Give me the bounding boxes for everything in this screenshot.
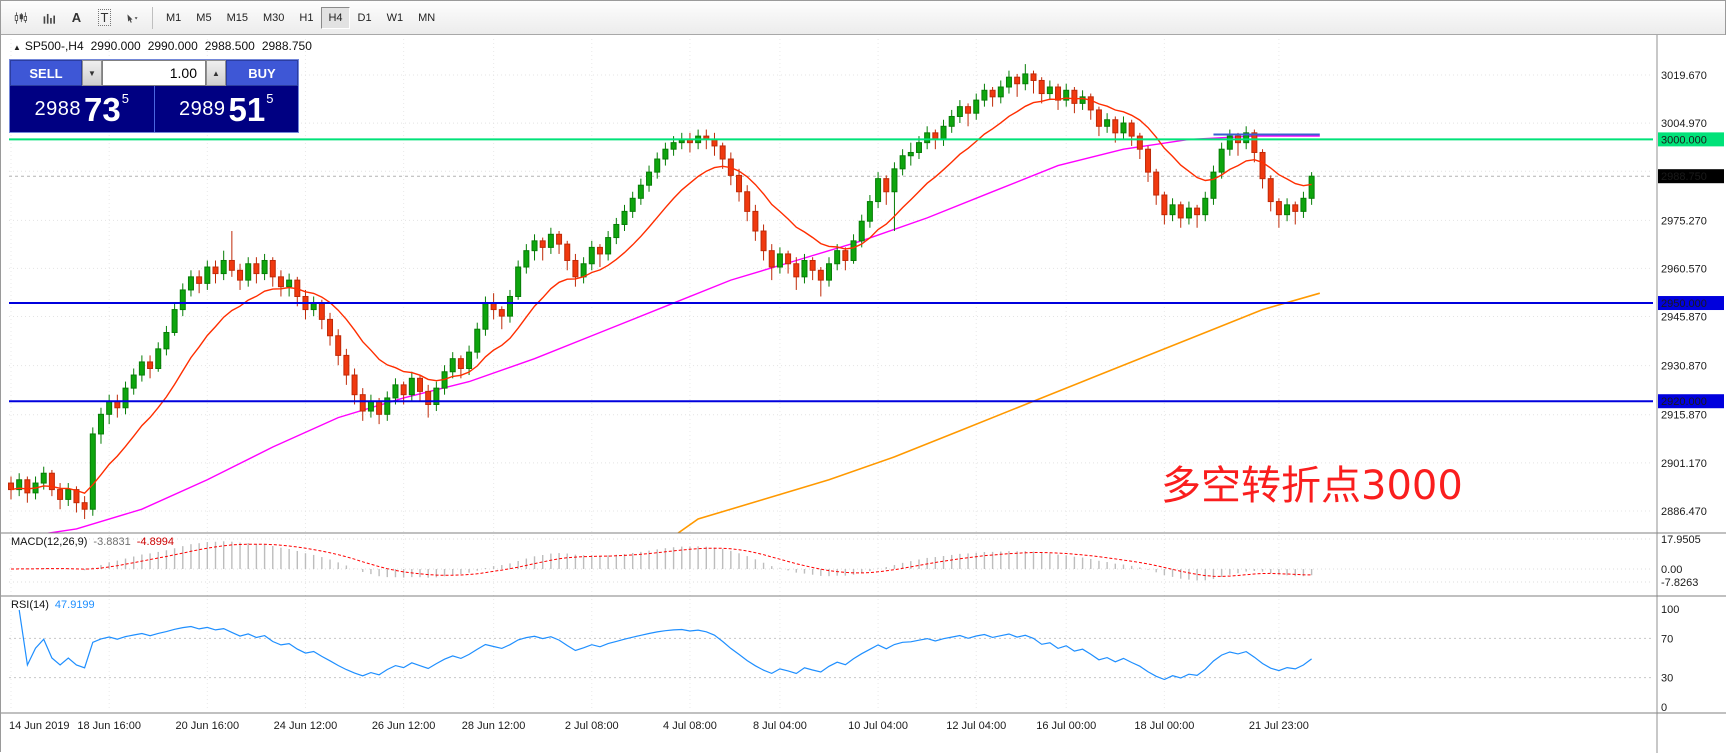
sell-button[interactable]: SELL (10, 60, 82, 86)
svg-text:2960.570: 2960.570 (1661, 263, 1707, 275)
macd-signal-value: -4.8994 (136, 536, 175, 548)
scroll-marker-icon: ▲ (13, 43, 21, 52)
toolbar-separator (152, 6, 153, 29)
candlestick-chart-icon[interactable] (7, 6, 34, 30)
svg-text:2950.000: 2950.000 (1661, 298, 1707, 310)
label-tool-icon[interactable]: A (63, 6, 90, 30)
svg-text:100: 100 (1661, 604, 1679, 616)
timeframe-button-W1[interactable]: W1 (380, 7, 411, 29)
svg-text:3004.970: 3004.970 (1661, 118, 1707, 130)
timeframe-button-M5[interactable]: M5 (189, 7, 218, 29)
price-scale[interactable] (1657, 35, 1726, 753)
ohlc-open: 2990.000 (90, 39, 141, 53)
timeframe-button-M30[interactable]: M30 (256, 7, 291, 29)
ohlc-close: 2988.750 (261, 39, 312, 53)
symbol-timeframe-label: SP500-,H4 (24, 39, 84, 53)
buy-button[interactable]: BUY (226, 60, 298, 86)
sell-price[interactable]: 2988 73 5 (10, 86, 155, 132)
svg-text:70: 70 (1661, 633, 1673, 645)
ohlc-low: 2988.500 (204, 39, 255, 53)
svg-text:14 Jun 2019: 14 Jun 2019 (9, 720, 70, 732)
svg-text:2915.870: 2915.870 (1661, 410, 1707, 422)
svg-text:2920.000: 2920.000 (1661, 396, 1707, 408)
svg-text:3019.670: 3019.670 (1661, 70, 1707, 82)
svg-text:0: 0 (1661, 702, 1667, 714)
timeframe-button-H4[interactable]: H4 (321, 6, 350, 29)
svg-text:2945.870: 2945.870 (1661, 312, 1707, 324)
svg-text:2901.170: 2901.170 (1661, 458, 1707, 470)
timeframe-button-M1[interactable]: M1 (159, 7, 188, 29)
timeframe-button-H1[interactable]: H1 (292, 7, 320, 29)
svg-text:12 Jul 04:00: 12 Jul 04:00 (946, 720, 1006, 732)
svg-text:26 Jun 12:00: 26 Jun 12:00 (372, 720, 436, 732)
chart-header: ▲ SP500-,H4 2990.000 2990.000 2988.500 2988.7… (13, 39, 312, 53)
text-tool-icon-glyph: T (97, 9, 112, 26)
macd-value: -3.8831 (93, 536, 131, 548)
text-tool-icon[interactable]: T (91, 6, 118, 30)
volume-increase-button[interactable]: ▲ (206, 60, 226, 86)
price-chart-svg: 3019.670 3004.970 2975.270 2960.570 2945.870… (1, 35, 1726, 753)
ohlc-high: 2990.000 (147, 39, 198, 53)
timeframe-button-M15[interactable]: M15 (220, 7, 255, 29)
bar-chart-icon[interactable] (35, 6, 62, 30)
svg-text:16 Jul 00:00: 16 Jul 00:00 (1036, 720, 1096, 732)
rsi-value: 47.9199 (54, 599, 95, 611)
svg-text:17.9505: 17.9505 (1661, 534, 1701, 546)
time-scale[interactable] (1, 713, 1657, 753)
timeframe-group: M1 M5 M15 M30 H1 H4 D1 W1 MN (159, 6, 442, 29)
svg-text:2975.270: 2975.270 (1661, 215, 1707, 227)
svg-text:4 Jul 08:00: 4 Jul 08:00 (663, 720, 717, 732)
volume-input[interactable] (102, 60, 206, 86)
svg-text:20 Jun 16:00: 20 Jun 16:00 (176, 720, 240, 732)
svg-text:3000.000: 3000.000 (1661, 134, 1707, 146)
timeframe-button-D1[interactable]: D1 (351, 7, 379, 29)
svg-text:2930.870: 2930.870 (1661, 361, 1707, 373)
macd-label: MACD(12,26,9) -3.8831 -4.8994 (11, 536, 175, 548)
cursor-tool-icon[interactable] (119, 6, 146, 30)
svg-text:2988.750: 2988.750 (1661, 171, 1707, 183)
svg-text:18 Jun 16:00: 18 Jun 16:00 (77, 720, 141, 732)
svg-text:28 Jun 12:00: 28 Jun 12:00 (462, 720, 526, 732)
svg-text:2 Jul 08:00: 2 Jul 08:00 (565, 720, 619, 732)
chart-annotation: 多空转折点3000 (1161, 463, 1463, 509)
buy-price[interactable]: 2989 51 5 (179, 90, 274, 128)
svg-text:30: 30 (1661, 673, 1673, 685)
svg-text:18 Jul 00:00: 18 Jul 00:00 (1134, 720, 1194, 732)
svg-text:24 Jun 12:00: 24 Jun 12:00 (274, 720, 338, 732)
rsi-label: RSI(14) 47.9199 (11, 599, 95, 611)
svg-text:8 Jul 04:00: 8 Jul 04:00 (753, 720, 807, 732)
chart-area[interactable]: 3019.670 3004.970 2975.270 2960.570 2945.870… (1, 35, 1726, 753)
svg-text:2886.470: 2886.470 (1661, 506, 1707, 518)
volume-decrease-button[interactable]: ▼ (82, 60, 102, 86)
svg-text:21 Jul 23:00: 21 Jul 23:00 (1249, 720, 1309, 732)
svg-text:-7.8263: -7.8263 (1661, 577, 1698, 589)
label-tool-icon-glyph: A (71, 10, 82, 25)
svg-text:10 Jul 04:00: 10 Jul 04:00 (848, 720, 908, 732)
svg-text:0.00: 0.00 (1661, 564, 1682, 576)
timeframe-button-MN[interactable]: MN (411, 7, 442, 29)
